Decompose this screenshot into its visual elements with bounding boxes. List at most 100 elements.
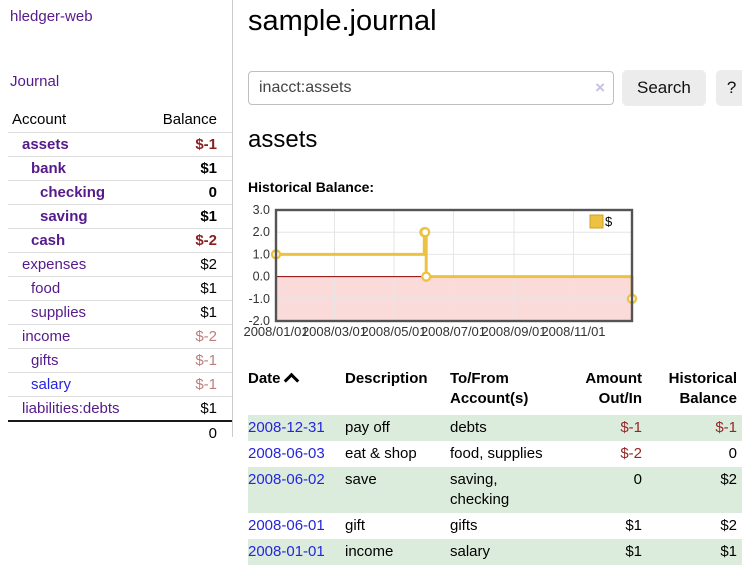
search-form: × Search ?	[248, 70, 742, 106]
sidebar-item-journal[interactable]: Journal	[10, 73, 60, 90]
svg-text:2008/01/01: 2008/01/01	[244, 324, 309, 339]
account-row: salary $-1	[8, 372, 232, 397]
svg-text:1.0: 1.0	[253, 247, 270, 261]
accounts-total-row: 0	[8, 420, 232, 445]
sidebar-account-link[interactable]: income	[22, 328, 71, 345]
account-row: supplies $1	[8, 300, 232, 325]
register-header-accounts: To/From Account(s)	[450, 370, 529, 407]
svg-text:2008/09/01: 2008/09/01	[481, 324, 546, 339]
account-balance: $-1	[143, 132, 232, 157]
accounts-table-account-header: Account	[12, 111, 67, 128]
register-row[interactable]: 2008-01-01 income salary $1 $1	[248, 539, 742, 565]
transaction-accounts: gifts	[450, 517, 478, 534]
transaction-description: gift	[345, 517, 366, 534]
app-title-link[interactable]: hledger-web	[10, 8, 93, 25]
transaction-accounts: salary	[450, 539, 565, 565]
register-row[interactable]: 2008-06-03 eat & shop food, supplies $-2 0	[248, 441, 742, 467]
help-button[interactable]: ?	[715, 70, 742, 106]
sidebar-account-link[interactable]: assets	[22, 136, 69, 153]
accounts-table-balance-header: Balance	[162, 111, 217, 128]
svg-text:$: $	[605, 214, 613, 229]
page-title: sample.journal	[248, 5, 437, 37]
main-content: sample.journal × Search ? assets Histori…	[243, 0, 742, 565]
account-balance: $1	[143, 300, 232, 325]
transaction-description: income	[345, 539, 450, 565]
transaction-date-link[interactable]: 2008-06-03	[248, 445, 325, 462]
transaction-balance: $2	[650, 467, 742, 513]
account-balance: $-2	[143, 324, 232, 349]
transaction-amount: $-1	[565, 415, 650, 441]
register-row[interactable]: 2008-12-31 pay off debts $-1 $-1	[248, 415, 742, 441]
account-row: income $-2	[8, 324, 232, 349]
account-balance: $2	[143, 252, 232, 277]
register-row[interactable]: 2008-06-01 gift gifts $1 $2	[248, 513, 742, 539]
transaction-accounts: debts	[450, 415, 565, 441]
svg-text:-2.0: -2.0	[248, 314, 270, 328]
account-balance: $-1	[143, 348, 232, 373]
transaction-amount: $1	[565, 539, 650, 565]
account-balance: $1	[143, 156, 232, 181]
accounts-total-balance: 0	[143, 420, 232, 445]
chart-label: Historical Balance:	[248, 179, 375, 195]
transaction-accounts: saving, checking	[450, 467, 565, 513]
account-row: bank $1	[8, 156, 232, 181]
historical-balance-chart[interactable]: $3.0 2.0 1.0 0.0 -1.0 -2.0 2008/01/01 2008/03/0…	[243, 202, 742, 349]
register-header-balance: Historical Balance	[668, 370, 737, 407]
account-balance: $1	[143, 396, 232, 421]
transaction-amount: 0	[565, 467, 650, 513]
svg-text:2008/05/01: 2008/05/01	[361, 324, 426, 339]
svg-text:2008/07/01: 2008/07/01	[421, 324, 486, 339]
transaction-date-link[interactable]: 2008-01-01	[248, 543, 325, 560]
transaction-description: save	[345, 467, 450, 513]
transaction-accounts: food, supplies	[450, 445, 543, 462]
account-heading: assets	[248, 126, 318, 153]
sidebar-account-link[interactable]: checking	[40, 184, 106, 201]
transaction-balance: $-1	[650, 415, 742, 441]
account-row: assets $-1	[8, 132, 232, 157]
transaction-description: pay off	[345, 415, 450, 441]
clear-search-icon[interactable]: ×	[595, 78, 605, 97]
transaction-balance: $2	[720, 517, 737, 534]
sidebar-account-link[interactable]: expenses	[22, 256, 87, 273]
transaction-balance: $1	[650, 539, 742, 565]
account-balance: $1	[143, 204, 232, 229]
sidebar-account-link[interactable]: cash	[31, 232, 66, 249]
svg-text:2.0: 2.0	[253, 225, 270, 239]
account-row: liabilities:debts $1	[8, 396, 232, 421]
sort-caret-up-icon	[283, 372, 299, 389]
account-balance: $1	[143, 276, 232, 301]
sidebar-account-link[interactable]: salary	[31, 376, 72, 393]
transaction-balance: 0	[728, 445, 737, 462]
sidebar: hledger-web Journal Account Balance asse…	[0, 0, 233, 445]
transaction-date-link[interactable]: 2008-06-01	[248, 517, 325, 534]
register-header-amount: Amount Out/In	[585, 370, 642, 407]
account-balance: $-2	[143, 228, 232, 253]
search-input[interactable]	[248, 71, 614, 105]
sidebar-account-link[interactable]: liabilities:debts	[22, 400, 120, 417]
account-row: checking 0	[8, 180, 232, 205]
sidebar-account-link[interactable]: bank	[31, 160, 67, 177]
sidebar-account-link[interactable]: gifts	[31, 352, 59, 369]
accounts-table: Account Balance assets $-1 bank $1 checking 0…	[8, 108, 232, 445]
account-row: cash $-2	[8, 228, 232, 253]
account-row: gifts $-1	[8, 348, 232, 373]
svg-text:2008/03/01: 2008/03/01	[302, 324, 367, 339]
register-header-date[interactable]: Date	[248, 367, 345, 415]
register-header-description: Description	[345, 370, 428, 387]
svg-text:2008/11/01: 2008/11/01	[541, 324, 605, 339]
sidebar-account-link[interactable]: saving	[40, 208, 88, 225]
svg-text:0.0: 0.0	[253, 270, 270, 284]
account-row: saving $1	[8, 204, 232, 229]
account-balance: 0	[143, 180, 232, 205]
search-button[interactable]: Search	[622, 70, 706, 106]
account-row: expenses $2	[8, 252, 232, 277]
account-balance: $-1	[143, 372, 232, 397]
svg-text:-1.0: -1.0	[248, 292, 270, 306]
svg-text:3.0: 3.0	[253, 203, 270, 217]
register-row[interactable]: 2008-06-02 save saving, checking 0 $2	[248, 467, 742, 513]
transaction-amount: $1	[625, 517, 642, 534]
transaction-date-link[interactable]: 2008-12-31	[248, 419, 325, 436]
sidebar-account-link[interactable]: food	[31, 280, 61, 297]
transaction-date-link[interactable]: 2008-06-02	[248, 471, 325, 488]
sidebar-account-link[interactable]: supplies	[31, 304, 87, 321]
